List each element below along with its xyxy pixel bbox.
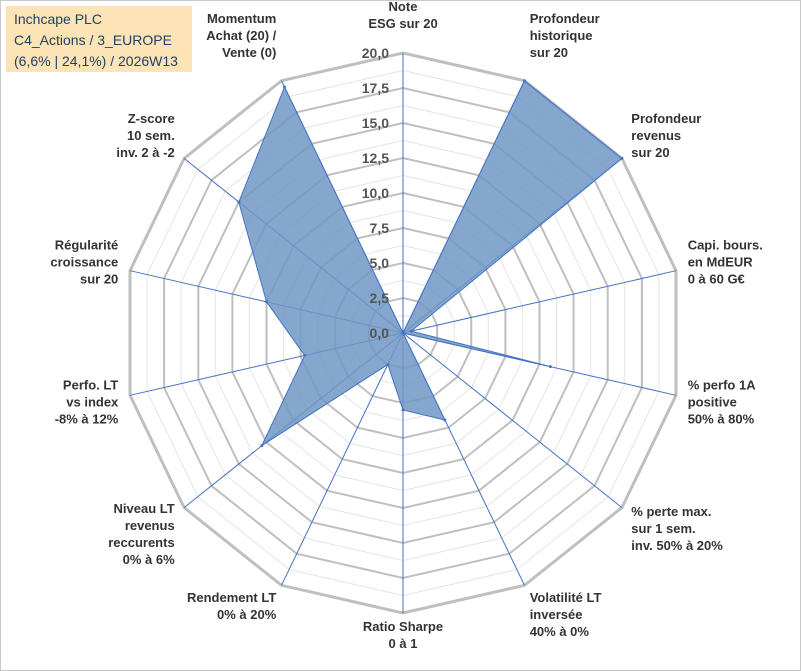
category-label: % perfo 1A positive 50% à 80% (688, 378, 757, 427)
category-label: Régularité croissance sur 20 (50, 237, 118, 286)
data-point (303, 353, 307, 357)
axis-spoke (281, 332, 404, 586)
category-label: Volatilité LT inversée 40% à 0% (530, 590, 602, 639)
data-point (409, 329, 413, 333)
tick-label: 15,0 (362, 115, 389, 131)
tick-layer: 0,0 2,5 5,0 7,5 10,0 12,5 15,0 17,5 20,0 (362, 45, 389, 341)
data-point (386, 363, 390, 366)
data-point (620, 156, 624, 160)
data-point (265, 300, 268, 304)
tick-label: 10,0 (362, 185, 389, 201)
category-label: Ratio Sharpe 0 à 1 (363, 619, 443, 651)
data-point (548, 365, 552, 369)
data-point (283, 85, 286, 89)
tick-label: 20,0 (362, 45, 389, 61)
tick-label: 12,5 (362, 150, 389, 166)
tick-label: 2,5 (370, 290, 390, 306)
tick-label: 5,0 (370, 255, 390, 271)
category-labels: Note ESG sur 20 Profondeur historique sur 20… (50, 0, 762, 651)
category-label: Note ESG sur 20 (368, 0, 437, 31)
category-label: Rendement LT 0% à 20% (187, 590, 277, 622)
data-point (401, 331, 405, 335)
title-box: Inchcape PLC C4_Actions / 3_EUROPE (6,6%… (6, 6, 192, 72)
portfolio-label: C4_Actions / 3_EUROPE (14, 32, 172, 48)
data-point (237, 200, 241, 204)
data-point (260, 444, 264, 448)
tick-label: 0,0 (370, 325, 390, 341)
series-layer (237, 79, 624, 448)
stats-label: (6,6% | 24,1%) / 2026W13 (14, 53, 178, 69)
category-label: Perfo. LT vs index -8% à 12% (55, 378, 119, 427)
data-point (443, 418, 447, 422)
company-name: Inchcape PLC (14, 11, 102, 27)
category-label: % perte max. sur 1 sem. inv. 50% à 20% (631, 504, 723, 553)
category-label: Capi. bours. en MdEUR 0 à 60 G€ (688, 237, 763, 286)
tick-label: 7,5 (370, 220, 390, 236)
category-label: Profondeur revenus sur 20 (631, 111, 701, 160)
category-label: Profondeur historique sur 20 (530, 11, 600, 60)
axis-spoke (402, 270, 677, 334)
tick-label: 17,5 (362, 80, 389, 96)
axis-spoke (402, 332, 623, 508)
data-point (523, 79, 526, 83)
category-label: Z-score 10 sem. inv. 2 à -2 (116, 111, 174, 160)
data-point (401, 408, 405, 412)
category-label: Momentum Achat (20) / Vente (0) (206, 11, 276, 60)
category-label: Niveau LT revenus reccurents 0% à 6% (108, 501, 175, 567)
